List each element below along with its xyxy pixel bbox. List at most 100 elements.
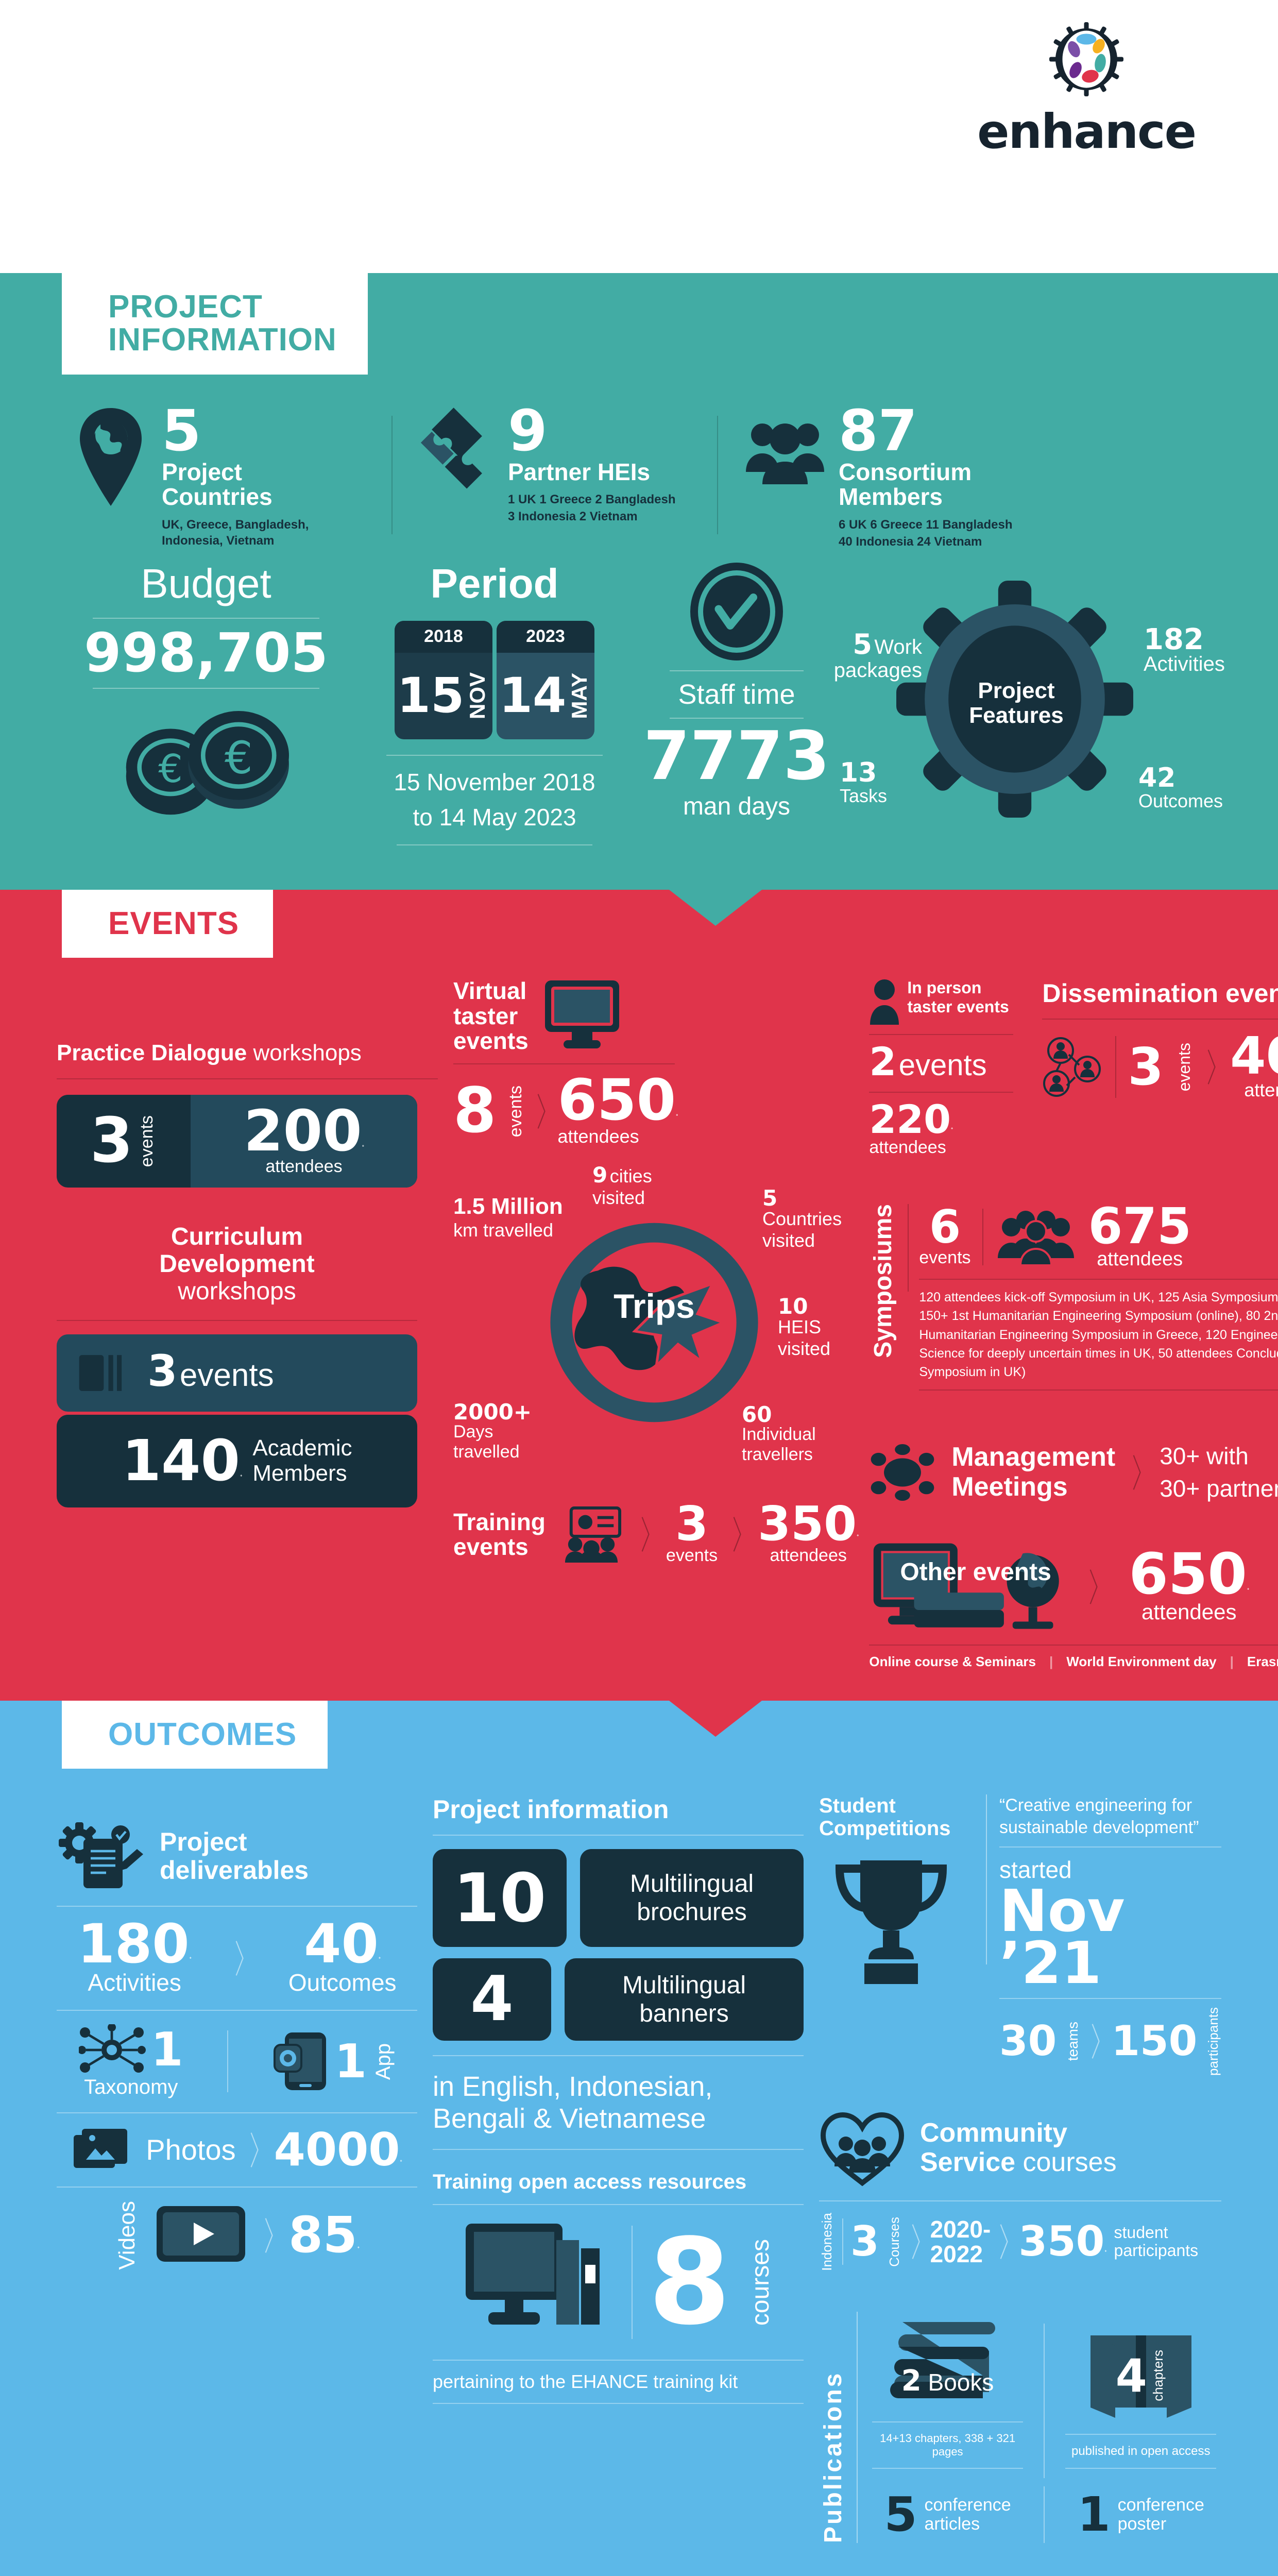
articles-value: 5 <box>884 2486 917 2542</box>
student-comp-started-value: Nov ’21 <box>999 1878 1125 1997</box>
chapters-label: chapters <box>1150 2350 1166 2402</box>
banners-count-bubble: 4 <box>433 1958 551 2041</box>
dissemination-events-label: events <box>1174 1043 1194 1092</box>
curriculum-title-2: Development <box>159 1250 315 1278</box>
trips-cities: 9 cities visited <box>592 1164 652 1209</box>
features-tasks: 13 Tasks <box>840 759 888 807</box>
deliverables-activities-value: 180 <box>77 1912 190 1976</box>
languages-line2: Bengali & Vietnamese <box>433 2103 706 2134</box>
staff-time-label: Staff time <box>678 679 795 710</box>
mgmt-title-2: Meetings <box>951 1471 1068 1502</box>
training-events-value: 3 <box>675 1496 708 1552</box>
outcomes-pi-title: Project information <box>433 1795 669 1824</box>
svg-text:€: € <box>158 747 183 791</box>
events-right-column: In person taster events 2 events 220+ <box>859 978 1278 1669</box>
trips-travellers-label-2: travellers <box>742 1445 813 1465</box>
chapters-note: published in open access <box>1071 2444 1211 2459</box>
features-center-line2: Features <box>969 703 1064 728</box>
chevron-right-icon <box>733 1517 741 1552</box>
events-title-box: EVENTS <box>62 889 273 958</box>
notch-teal <box>669 889 762 926</box>
map-pin-globe-icon <box>80 408 142 506</box>
trips-cities-label-1: cities <box>609 1165 652 1187</box>
euro-coins-icon: € € <box>126 710 289 815</box>
chevron-right-icon <box>641 1517 650 1552</box>
banners-value: 4 <box>470 1963 514 2036</box>
practice-dialogue-events-value: 3 <box>90 1105 133 1177</box>
in-person-taster-block: In person taster events 2 events 220+ <box>869 978 1278 1157</box>
deliverables-outcomes-sup: + <box>378 1955 381 1960</box>
practice-dialogue-light: workshops <box>253 1040 362 1066</box>
chevron-right-icon <box>1133 1454 1141 1490</box>
community-participants-value: 350 <box>1018 2217 1105 2265</box>
virtual-attendees-value: 650 <box>557 1067 676 1133</box>
chevron-right-icon <box>235 1941 244 1976</box>
training-resources-value: 8 <box>648 2213 731 2351</box>
virtual-attendees-sup: + <box>676 1112 678 1117</box>
books-value: 2 <box>901 2364 922 2398</box>
community-country: Indonesia <box>819 2212 834 2271</box>
stat-consortium-members: 87 Consortium Members 6 UK 6 Greece 11 B… <box>718 402 1216 550</box>
curriculum-members-label-2: Members <box>252 1460 347 1486</box>
partner-heis-label: Partner HEIs <box>508 458 651 485</box>
in-person-title-2: taster events <box>907 997 1009 1016</box>
brochures-label-2: brochures <box>637 1899 747 1926</box>
other-events-title: Other events <box>900 1558 1051 1586</box>
activities-value: 182 <box>1144 622 1204 656</box>
videos-value: 85 <box>288 2206 357 2264</box>
trips-days-label-1: Days <box>453 1422 493 1442</box>
curriculum-title-1: Curriculum <box>171 1223 303 1251</box>
virtual-events-label: events <box>505 1085 525 1137</box>
taxonomy-label: Taxonomy <box>84 2075 178 2098</box>
languages-line1: in English, Indonesian, <box>433 2071 713 2103</box>
partner-heis-detail-1: 1 UK 1 Greece 2 Bangladesh <box>508 493 676 507</box>
community-courses-label: Courses <box>886 2216 902 2267</box>
training-title-2: events <box>453 1533 529 1561</box>
articles-label-2: articles <box>924 2514 980 2534</box>
page-title-line2: INFORMATION <box>108 322 337 358</box>
training-resources-footnote: pertaining to the EHANCE training kit <box>433 2371 738 2393</box>
community-years-2: 2022 <box>930 2241 983 2267</box>
student-competitions-block: Student Competitions <box>819 1794 1222 2076</box>
trips-center-label: Trips <box>614 1287 695 1326</box>
training-resources-block: Training open access resources <box>433 2171 804 2404</box>
poster-label-1: conference <box>1117 2495 1204 2515</box>
project-information-bottom-row: Budget 998,705 € € Period <box>0 560 1278 859</box>
trips-travellers-label-1: Individual <box>742 1425 816 1445</box>
chevron-right-icon <box>1089 1569 1098 1604</box>
books-icon <box>890 2322 995 2399</box>
training-attendees-label: attendees <box>770 1546 847 1566</box>
puzzle-icon <box>420 408 482 489</box>
student-comp-participants-value: 150 <box>1111 2017 1198 2065</box>
dissemination-events-block: Dissemination events <box>1021 978 1278 1101</box>
tasks-label: Tasks <box>840 785 888 806</box>
training-resources-title: Training open access resources <box>433 2171 747 2194</box>
books-note: 14+13 chapters, 338 + 321 pages <box>880 2432 1016 2459</box>
trips-heis-value: 10 <box>778 1294 808 1319</box>
chevron-right-icon <box>1207 1049 1216 1085</box>
student-comp-title-2: Competitions <box>819 1817 951 1840</box>
budget-value: 998,705 <box>84 621 328 684</box>
chapters-value: 4 <box>1115 2349 1147 2402</box>
partner-heis-detail-2: 3 Indonesia 2 Vietnam <box>508 510 638 524</box>
brochures-label-bubble: Multilingual brochures <box>580 1849 804 1947</box>
trips-days: 2000+ Days travelled <box>453 1401 532 1462</box>
trips-travellers: 60 Individual travellers <box>742 1404 816 1465</box>
monitor-books-globe-icon <box>874 1543 1060 1629</box>
publications-block: Publications 2 Books <box>819 2312 1221 2544</box>
dissemination-events-value: 3 <box>1128 1037 1164 1097</box>
brand-logo: enhance <box>977 21 1197 159</box>
project-countries-detail: UK, Greece, Bangladesh, Indonesia, Vietn… <box>162 517 309 548</box>
trips-heis-label-1: HEIS <box>778 1316 822 1338</box>
outcomes-label: Outcomes <box>1138 790 1223 811</box>
calendar-end: 2023 14 MAY <box>497 620 594 739</box>
outcomes-value: 42 <box>1138 762 1176 793</box>
deliverables-title-2: deliverables <box>160 1856 309 1885</box>
trips-km: 1.5 Million km travelled <box>453 1194 563 1241</box>
curriculum-title-3: workshops <box>178 1277 296 1305</box>
photos-sup: + <box>400 2158 402 2163</box>
dissemination-events-title: Dissemination events <box>1042 979 1278 1008</box>
in-person-title-1: In person <box>907 978 982 997</box>
curriculum-events-card: 3 events <box>57 1334 417 1412</box>
globe-airplane-icon <box>550 1223 758 1422</box>
